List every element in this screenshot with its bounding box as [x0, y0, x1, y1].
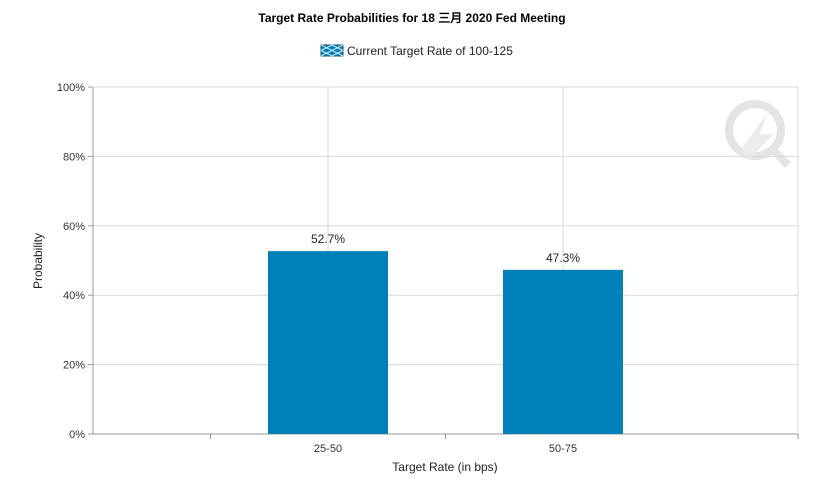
plot-area	[92, 86, 799, 435]
legend: Current Target Rate of 100-125	[320, 44, 513, 58]
x-tick-label: 50-75	[549, 443, 577, 455]
chart-title: Target Rate Probabilities for 18 三月 2020…	[258, 11, 565, 25]
data-label: 52.7%	[311, 232, 345, 246]
y-tick-label: 20%	[63, 360, 85, 372]
data-label: 47.3%	[546, 251, 580, 265]
grid	[93, 86, 798, 435]
bars: 52.7% 47.3%	[268, 232, 623, 434]
y-axis-label: Probability	[31, 233, 45, 289]
x-axis-label: Target Rate (in bps)	[392, 460, 497, 474]
y-tick-label: 80%	[63, 151, 85, 163]
bar-25-50	[268, 251, 388, 434]
x-axis-ticks: 25-50 50-75	[210, 434, 799, 455]
y-tick-label: 60%	[63, 221, 85, 233]
x-tick-label: 25-50	[314, 443, 342, 455]
legend-swatch-pattern	[320, 44, 344, 57]
y-axis-ticks: 0% 20% 40% 60% 80% 100%	[57, 82, 93, 441]
y-tick-label: 40%	[63, 290, 85, 302]
y-tick-label: 100%	[57, 82, 85, 94]
legend-label: Current Target Rate of 100-125	[347, 44, 513, 58]
bar-50-75	[503, 269, 623, 434]
watermark-logo	[725, 100, 791, 168]
y-tick-label: 0%	[69, 429, 85, 441]
